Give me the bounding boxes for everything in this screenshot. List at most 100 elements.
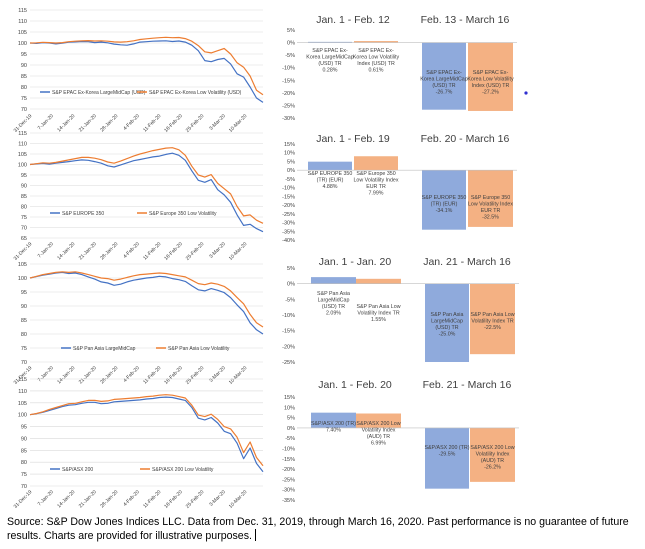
series-line-lowvol	[29, 394, 264, 467]
data-label: S&P EPAC Ex-	[426, 70, 462, 76]
data-label: S&P Pan Asia Low	[356, 304, 400, 310]
data-label: S&P EPAC Ex-	[473, 70, 509, 76]
y-tick-label: -20%	[282, 467, 295, 473]
x-tick-label: 28-Jan-20	[99, 489, 119, 509]
x-tick-label: 18-Feb-20	[163, 365, 184, 386]
y-tick-label: 100	[18, 413, 27, 419]
series-line-lowvol	[29, 147, 264, 224]
series-line-index	[29, 152, 264, 233]
x-tick-label: 18-Feb-20	[163, 113, 184, 134]
y-tick-label: -25%	[282, 212, 295, 218]
y-tick-label: 75	[21, 472, 27, 478]
y-tick-label: 115	[18, 377, 27, 383]
source-note: Source: S&P Dow Jones Indices LLC. Data …	[7, 515, 637, 543]
y-tick-label: 70	[21, 226, 27, 232]
y-tick-label: -10%	[282, 186, 295, 192]
y-tick-label: 70	[21, 360, 27, 366]
data-label: 4.88%	[322, 184, 337, 190]
y-tick-label: -25%	[282, 103, 295, 109]
y-tick-label: 75	[21, 96, 27, 102]
y-tick-label: 5%	[287, 416, 295, 422]
data-label: -32.5%	[482, 215, 499, 221]
y-tick-label: 75	[21, 346, 27, 352]
bar-index-p2	[425, 283, 469, 362]
period-title-second: Feb. 13 - March 16	[421, 14, 510, 26]
y-tick-label: 15%	[284, 395, 295, 401]
y-tick-label: 65	[21, 236, 27, 242]
y-tick-label: 10%	[284, 405, 295, 411]
y-tick-label: 15%	[284, 142, 295, 148]
y-tick-label: 110	[18, 142, 27, 148]
data-label: 0.61%	[368, 68, 383, 74]
source-text: Source: S&P Dow Jones Indices LLC. Data …	[7, 516, 629, 542]
text-cursor	[254, 529, 256, 541]
x-tick-label: 10-Mar-20	[228, 113, 249, 134]
bar-index-p1	[308, 41, 352, 43]
data-label: -26.7%	[436, 90, 453, 96]
y-tick-label: 105	[18, 152, 27, 158]
data-label: S&P EPAC Ex-	[312, 48, 348, 54]
x-tick-label: 31-Dec-19	[13, 489, 34, 510]
x-tick-label: 14-Jan-20	[56, 241, 76, 261]
series-line-index	[29, 396, 264, 473]
bar-asx: 15% 10% 5% 0% -5% -10% -15% -20% -25% -30% -35% Jan…	[282, 379, 519, 504]
bar-index-p2	[422, 42, 466, 110]
y-tick-label: 115	[18, 131, 27, 137]
y-tick-label: 110	[18, 19, 27, 25]
data-label: (USD) TR	[318, 61, 341, 67]
y-tick-label: 80	[21, 205, 27, 211]
x-tick-label: 28-Jan-20	[99, 241, 119, 261]
x-tick-label: 21-Jan-20	[78, 365, 98, 385]
data-label: 6.99%	[371, 441, 386, 447]
y-tick-label: -10%	[282, 66, 295, 72]
y-tick-label: -5%	[285, 177, 295, 183]
legend-label-lowvol: S&P Europe 350 Low Volatility	[149, 211, 217, 217]
x-tick-label: 3-Mar-20	[208, 489, 227, 508]
y-tick-label: 0%	[287, 282, 295, 288]
data-label: Index (USD) TR	[472, 83, 510, 89]
data-label: (AUD) TR	[481, 458, 504, 464]
y-tick-label: -15%	[282, 78, 295, 84]
x-tick-label: 10-Mar-20	[228, 365, 249, 386]
y-tick-label: 90	[21, 63, 27, 69]
x-tick-label: 11-Feb-20	[142, 241, 162, 261]
data-label: S&P Europe 350	[471, 195, 510, 201]
data-label: S&P Europe 350	[356, 171, 395, 177]
data-label: (USD) TR	[432, 83, 455, 89]
bar-lowvol-p1	[356, 413, 401, 428]
data-label: -29.5%	[439, 452, 456, 458]
x-tick-label: 25-Feb-20	[185, 365, 206, 386]
y-tick-label: 110	[18, 389, 27, 395]
y-tick-label: 85	[21, 448, 27, 454]
period-title-first: Jan. 1 - Feb. 12	[316, 14, 390, 26]
period-title-first: Jan. 1 - Jan. 20	[319, 256, 392, 268]
period-title-first: Jan. 1 - Feb. 20	[318, 379, 392, 391]
bar-lowvol-p2	[468, 42, 513, 111]
x-tick-label: 7-Jan-20	[37, 241, 55, 259]
y-tick-label: -15%	[282, 329, 295, 335]
data-label: Volatility Index	[476, 452, 510, 458]
y-tick-label: 10%	[284, 151, 295, 157]
y-tick-label: 0%	[287, 426, 295, 432]
legend-label-index: S&P EUROPE 350	[62, 211, 104, 217]
y-tick-label: 85	[21, 194, 27, 200]
bar-lowvol-p2	[470, 283, 515, 355]
data-label: -26.2%	[484, 465, 501, 471]
y-tick-label: 5%	[287, 159, 295, 165]
y-tick-label: 70	[21, 484, 27, 490]
bar-lowvol-p1	[354, 156, 398, 171]
y-tick-label: -35%	[282, 229, 295, 235]
bar-epac: 5% 0% -5% -10% -15% -20% -25% -30% Jan. 1 - Feb.…	[282, 14, 517, 122]
x-tick-label: 4-Feb-20	[122, 113, 141, 132]
data-label: (USD) TR	[435, 325, 458, 331]
x-tick-label: 28-Jan-20	[99, 365, 119, 385]
y-tick-label: 95	[21, 173, 27, 179]
y-tick-label: 115	[18, 8, 27, 14]
y-tick-label: 90	[21, 436, 27, 442]
bar-index-p1	[311, 412, 356, 428]
data-label: -22.5%	[484, 325, 501, 331]
x-tick-label: 14-Jan-20	[56, 113, 76, 133]
y-tick-label: -15%	[282, 194, 295, 200]
